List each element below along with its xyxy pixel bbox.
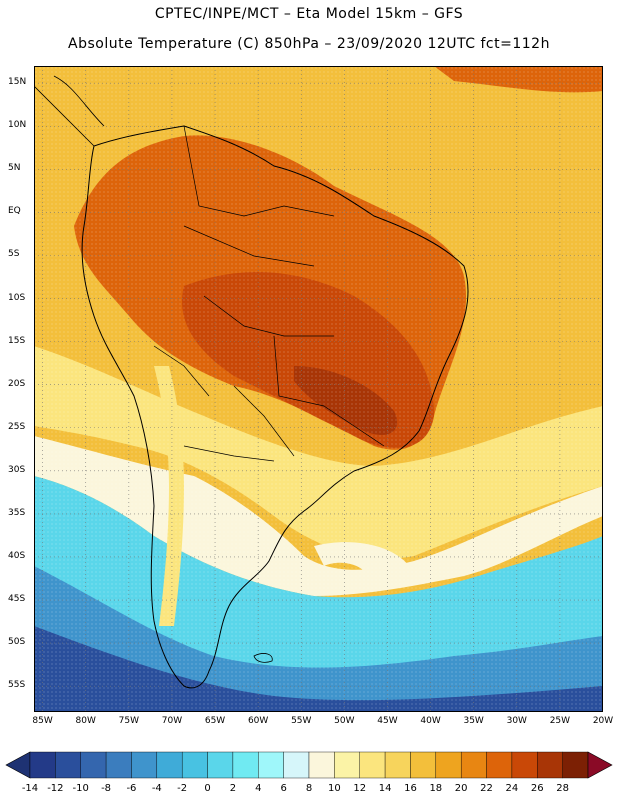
colorbar-swatch [334,751,360,779]
colorbar [5,751,613,779]
colorbar-swatch [435,751,462,779]
colorbar-under-arrow [5,751,31,779]
colorbar-swatch [131,751,158,779]
coastline-central-america [34,75,105,147]
lon-label: 20W [592,716,614,726]
colorbar-tick-label: 26 [530,783,544,794]
lat-label: 55S [8,680,26,691]
colorbar-tick-label: 8 [305,783,313,794]
colorbar-tick-label: 6 [280,783,287,794]
lon-label: 35W [463,716,484,726]
lon-label: 65W [204,716,226,726]
colorbar-tick-label: 10 [327,783,341,794]
colorbar-tick-label: 12 [353,783,367,794]
colorbar-swatch [105,751,132,779]
title-line-1: CPTEC/INPE/MCT – Eta Model 15km – GFS [154,6,464,22]
title-line-2: Absolute Temperature (C) 850hPa – 23/09/… [68,36,550,52]
colorbar-swatch [410,751,437,779]
lat-label: 25S [8,421,26,432]
colorbar-tick-label: -12 [47,783,64,794]
lon-label: 40W [420,716,441,726]
colorbar-tick-label: 0 [204,783,211,794]
colorbar-swatch [537,751,563,779]
lat-label: 45S [8,594,26,605]
colorbar-swatch [283,751,310,779]
colorbar-tick-label: -14 [21,783,39,794]
colorbar-tick-label: 20 [454,783,468,794]
lon-label: 45W [377,716,398,726]
lon-label: 80W [75,716,96,726]
colorbar-tick-label: 14 [378,783,392,794]
colorbar-swatch [460,751,487,779]
lon-label: 55W [291,716,312,726]
colorbar-tick-label: -4 [151,783,162,794]
lon-label: 25W [549,716,571,726]
colorbar-tick-label: -8 [101,783,112,794]
lat-label: 40S [8,550,26,561]
lat-label: 5N [8,163,21,174]
colorbar-tick-label: 22 [480,783,493,794]
colorbar-tick-label: 16 [404,783,417,794]
lat-label: 50S [8,637,26,648]
colorbar-swatch [486,751,513,779]
falklands [253,653,273,663]
lat-label: 30S [8,464,26,475]
lat-label: 15S [8,335,26,346]
colorbar-swatch [156,751,183,779]
lon-label: 30W [506,716,527,726]
lon-label: 85W [32,716,53,726]
colorbar-over-arrow [587,751,613,779]
colorbar-swatch [207,751,234,779]
map-frame [34,66,603,712]
country-borders [153,125,385,462]
temperature-map [34,66,603,712]
graticule [34,66,603,712]
lat-label: 5S [8,249,20,260]
colorbar-tick-label: 28 [556,783,569,794]
coastline-south-america [81,125,469,689]
colorbar-tick-label: 24 [505,783,519,794]
colorbar-swatch [511,751,538,779]
lon-label: 60W [247,716,269,726]
colorbar-tick-label: -10 [72,783,89,794]
lon-label: 50W [334,716,355,726]
lon-label: 75W [118,716,139,726]
colorbar-tick-label: -2 [177,783,188,794]
lon-label: 70W [161,716,183,726]
colorbar-swatch [181,751,208,779]
colorbar-swatch [258,751,284,779]
lat-label: 10S [8,292,26,303]
colorbar-swatch [80,751,107,779]
lat-label: 10N [8,120,27,131]
map-panel [34,66,603,712]
lat-label: 35S [8,507,26,518]
colorbar-tick-label: 4 [255,783,262,794]
colorbar-swatch [384,751,411,779]
colorbar-swatch [55,751,81,779]
lat-label: EQ [8,206,21,217]
colorbar-swatch [562,751,589,779]
colorbar-tick-label: 2 [229,783,237,794]
colorbar-swatch [232,751,259,779]
colorbar-tick-label: 18 [429,783,443,794]
colorbar-swatch [308,751,335,779]
colorbar-tick-label: -6 [126,783,137,794]
lat-label: 20S [8,378,26,389]
colorbar-swatch [29,751,56,779]
colorbar-swatch [359,751,386,779]
lat-label: 15N [8,77,27,88]
